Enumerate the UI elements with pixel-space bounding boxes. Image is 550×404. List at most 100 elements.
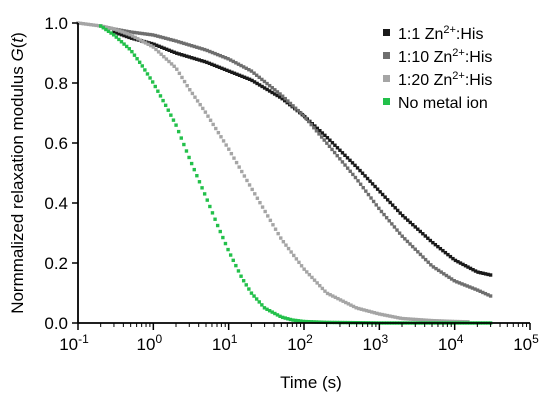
data-point [307,272,312,277]
data-point [104,27,108,32]
data-point [388,314,392,318]
data-point [262,79,267,84]
data-point [236,269,241,273]
data-point [374,203,378,207]
data-point [350,161,355,165]
data-point [192,44,196,49]
data-point [241,65,246,69]
data-point [136,37,140,41]
x-tick-label: 101 [212,332,238,354]
data-point [244,283,248,287]
data-point [369,196,373,200]
data-point [278,92,282,96]
data-point [364,189,368,193]
data-point [320,131,325,135]
data-point [86,22,91,27]
data-point [336,296,340,301]
data-point [171,118,176,122]
x-tick-label: 104 [438,332,464,354]
data-point [169,62,174,66]
data-point [481,271,485,275]
data-point [117,37,121,42]
data-point [319,135,324,139]
data-point [363,174,367,178]
data-point [362,308,366,312]
data-point [156,34,160,38]
data-point [265,307,269,312]
data-point [461,262,465,267]
data-point [240,74,244,78]
data-point [156,89,160,93]
data-point [117,29,122,33]
data-point [305,270,309,274]
data-point [215,223,220,228]
data-point [212,63,217,68]
data-point [166,37,170,41]
data-point [421,232,425,236]
data-point [124,44,129,49]
data-point [284,243,288,247]
data-point [111,33,116,37]
data-point [234,263,238,268]
data-point [294,257,299,261]
data-point [325,136,330,140]
data-point [219,135,223,139]
legend-marker [383,29,390,36]
x-tick-label: 10-1 [59,332,89,354]
y-tick-label: 1.0 [44,14,68,33]
data-point [411,222,415,227]
data-point [237,165,241,169]
data-point [371,199,376,204]
data-point [189,43,194,48]
data-point [375,311,379,316]
data-point [310,275,314,280]
data-point [226,247,230,252]
data-point [408,242,412,246]
data-point [411,317,416,321]
data-point [159,45,164,50]
data-point [98,24,103,28]
data-point [197,46,202,50]
data-point [422,318,426,322]
data-point [288,317,293,322]
data-point [403,237,407,241]
data-point [184,149,189,153]
data-point [247,183,252,187]
data-point [288,101,293,106]
data-point [97,24,101,28]
data-point [91,23,96,27]
data-point [468,266,473,271]
data-point [255,196,260,200]
data-point [161,98,165,103]
data-point [156,50,161,54]
data-point [197,180,202,184]
data-point [148,32,152,37]
data-point [346,302,351,306]
data-point [449,277,454,281]
data-point [162,54,166,59]
data-point [383,313,387,317]
data-point [129,36,134,40]
data-point [345,156,350,160]
data-point [201,106,205,111]
data-point [395,228,399,232]
data-point [481,290,485,295]
data-point [122,33,126,38]
data-point [338,148,342,152]
data-point [220,66,224,71]
series-3 [98,24,493,325]
data-point [258,200,262,205]
data-point [443,250,448,255]
data-point [163,103,168,108]
data-point [175,51,179,55]
data-point [418,252,423,257]
data-point [277,95,282,99]
data-point [132,30,137,35]
data-point [109,31,113,35]
data-point [106,29,111,33]
data-point [158,94,163,98]
axes [77,23,530,324]
x-tick-label: 102 [287,332,313,354]
data-point [270,86,274,90]
data-point [478,289,482,293]
